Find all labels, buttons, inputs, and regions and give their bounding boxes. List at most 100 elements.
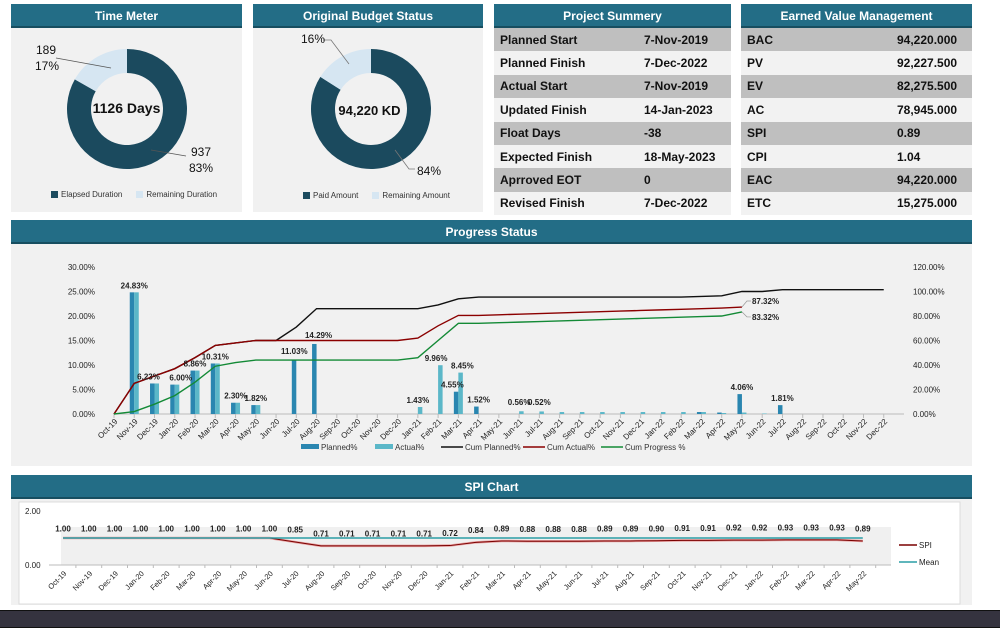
bar-data-label: 2.30%	[224, 392, 247, 401]
legend-label: Planned%	[321, 443, 357, 452]
spi-data-label: 0.71	[391, 529, 407, 538]
progress-chart: 0.00% 5.00% 10.00% 15.00% 20.00% 25.00% 30.00%…	[68, 263, 945, 452]
row-value: 7-Nov-2019	[644, 32, 709, 47]
planned-bar	[150, 383, 155, 414]
spi-data-label: 0.84	[468, 526, 484, 535]
spi-data-label: 0.71	[339, 529, 355, 538]
x-tick-label: Jun-20	[258, 417, 282, 441]
x-tick-label: Aug-22	[784, 417, 809, 442]
actual-bar	[195, 370, 200, 414]
row-label: CPI	[747, 149, 768, 164]
bar-data-label: 9.96%	[425, 354, 448, 363]
legend-remaining-amount: Remaining Amount	[372, 191, 450, 200]
actual-bar	[134, 292, 139, 414]
budget-center-label: 94,220 KD	[338, 103, 401, 118]
actual-bar	[255, 405, 261, 414]
spi-data-label: 0.89	[623, 525, 639, 534]
row-value: 82,275.500	[897, 79, 958, 94]
bar-data-label: 10.31%	[202, 352, 229, 361]
remaining-duration-value: 189	[36, 43, 57, 57]
planned-bar	[251, 405, 256, 414]
x-tick-label: May-21	[479, 417, 505, 443]
row-value: -38	[644, 126, 662, 141]
actual-bar	[701, 412, 706, 414]
x-tick-label: Sep-22	[804, 417, 829, 442]
table-row: ETC 15,275.000	[741, 191, 972, 216]
bar-data-label: 4.55%	[441, 381, 464, 390]
spi-data-label: 0.93	[829, 523, 845, 532]
table-row: Planned Start 7-Nov-2019	[494, 28, 731, 52]
row-label: ETC	[747, 196, 771, 211]
actual-bar	[539, 411, 544, 414]
legend-swatch	[375, 444, 393, 449]
budget-donut	[311, 39, 431, 170]
bar-data-label: 0.52%	[528, 398, 551, 407]
x-tick-label: Nov-20	[358, 417, 383, 442]
x-tick-label: Sep-20	[318, 417, 343, 442]
y-tick-label: 2.00	[25, 507, 41, 516]
actual-bar	[235, 402, 241, 414]
remaining-amount-pct: 16%	[301, 32, 326, 46]
actual-bar	[458, 372, 463, 414]
actual-bar	[620, 412, 625, 414]
y-tick-label: 0.00	[25, 561, 41, 570]
spi-data-label: 0.92	[752, 524, 768, 533]
leader-line	[394, 149, 415, 170]
x-tick-label: Aug-21	[540, 417, 565, 442]
row-value: 1.04	[897, 149, 921, 164]
table-row: Planned Finish 7-Dec-2022	[494, 51, 731, 75]
bar-data-label: 8.86%	[184, 360, 207, 369]
leader-line	[150, 149, 187, 157]
spi-data-label: 0.89	[494, 525, 510, 534]
y-left-tick-label: 25.00%	[68, 288, 95, 297]
paid-amount-pct: 84%	[417, 164, 442, 178]
y-left-tick-label: 0.00%	[72, 410, 95, 419]
actual-bar	[741, 412, 747, 414]
spi-data-label: 0.89	[855, 525, 871, 534]
table-row: Aprroved EOT 0	[494, 168, 731, 192]
row-label: BAC	[747, 32, 773, 47]
line-end-label: 87.32%	[752, 297, 779, 306]
y-left-tick-label: 5.00%	[72, 386, 95, 395]
row-label: Updated Finish	[500, 102, 587, 117]
time-meter-title: Time Meter	[94, 9, 159, 23]
spi-data-label: 0.85	[287, 526, 303, 535]
row-value: 7-Dec-2022	[644, 56, 708, 71]
x-tick-label: Mar-21	[439, 417, 464, 442]
actual-bar	[660, 412, 666, 414]
bar-data-label: 1.52%	[467, 396, 490, 405]
x-tick-label: Mar-20	[196, 417, 221, 442]
spi-data-label: 1.00	[210, 524, 226, 533]
planned-bar	[717, 412, 722, 414]
spi-plot-area	[61, 527, 891, 565]
planned-bar	[737, 394, 742, 414]
spi-data-label: 1.00	[133, 524, 149, 533]
actual-bar	[600, 412, 605, 414]
planned-bar	[231, 402, 236, 414]
y-left-tick-label: 10.00%	[68, 361, 95, 370]
legend-label: Actual%	[395, 443, 424, 452]
x-tick-label: Feb-21	[419, 417, 444, 442]
bar-data-label: 11.03%	[281, 347, 308, 356]
row-value: 94,220.000	[897, 173, 958, 188]
row-label: Float Days	[500, 126, 561, 141]
actual-bar	[417, 406, 423, 414]
evm-table: BAC 94,220.000 PV 92,227.500 EV 82,275.500 AC 7…	[741, 28, 972, 216]
table-row: Float Days -38	[494, 121, 731, 145]
spi-data-label: 0.88	[571, 525, 587, 534]
time-meter-center-label: 1126 Days	[92, 100, 161, 116]
spi-data-label: 0.91	[674, 524, 690, 533]
planned-bar	[170, 384, 175, 414]
row-value: 7-Nov-2019	[644, 79, 709, 94]
time-meter-header: Time Meter	[11, 4, 242, 28]
y-right-tick-label: 100.00%	[913, 288, 945, 297]
elapsed-duration-pct: 83%	[189, 161, 214, 175]
spi-header: SPI Chart	[11, 475, 972, 499]
x-tick-label: Nov-21	[601, 417, 626, 442]
planned-bar	[291, 359, 297, 414]
actual-bar	[215, 363, 220, 414]
row-label: AC	[747, 102, 765, 117]
budget-legend: Paid Amount Remaining Amount	[303, 191, 450, 200]
planned-bar	[190, 370, 196, 414]
table-row: BAC 94,220.000	[741, 28, 972, 52]
